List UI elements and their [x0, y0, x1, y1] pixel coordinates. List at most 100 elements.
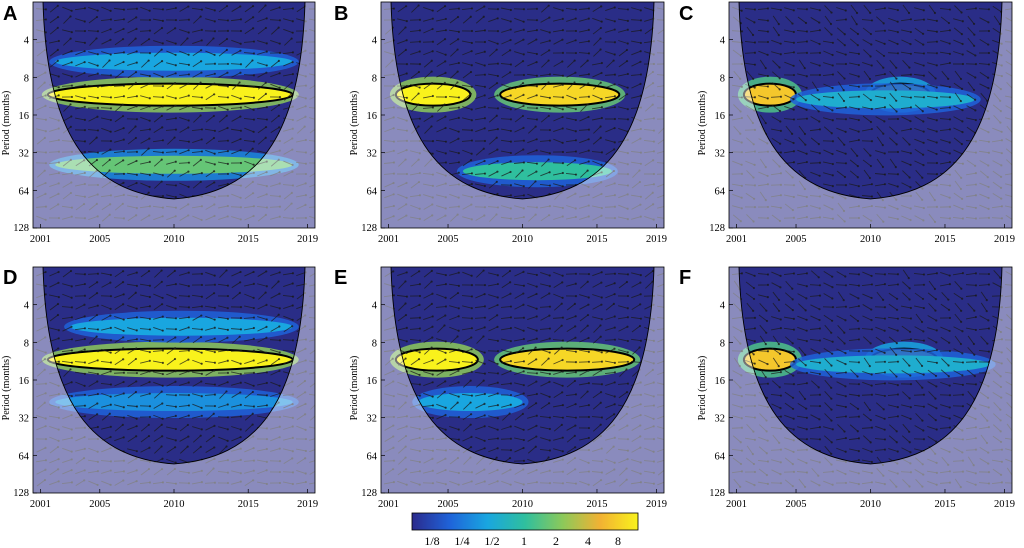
phase-arrowhead [753, 206, 757, 209]
phase-arrowhead [896, 185, 899, 188]
phase-arrowhead [548, 96, 552, 99]
phase-arrowhead [70, 361, 74, 364]
phase-arrow [179, 29, 189, 33]
phase-arrow [874, 205, 886, 209]
phase-arrowhead [535, 107, 539, 110]
phase-arrowhead [69, 103, 72, 106]
phase-arrow [618, 18, 628, 22]
phase-arrow [528, 214, 536, 222]
phase-arrowhead [535, 60, 538, 64]
phase-arrowhead [522, 93, 525, 96]
phase-arrow [592, 391, 602, 399]
phase-arrowhead [418, 383, 422, 386]
phase-arrow [140, 468, 150, 476]
phase-arrowhead [613, 95, 617, 98]
phase-arrowhead [974, 118, 977, 122]
phase-arrowhead [740, 85, 744, 88]
phase-arrowhead [666, 193, 668, 195]
phase-arrowhead [639, 424, 642, 427]
phase-arrowhead [922, 43, 925, 46]
phase-arrowhead [148, 380, 151, 384]
phase-arrowhead [626, 207, 629, 210]
phase-arrow [540, 150, 550, 154]
phase-arrow [579, 182, 589, 188]
phase-arrow [953, 116, 963, 122]
phase-arrow [810, 104, 820, 112]
phase-arrowhead [318, 317, 320, 319]
phase-arrowhead [417, 92, 420, 95]
phase-arrowhead [639, 119, 642, 122]
phase-arrow [1005, 29, 1012, 33]
phase-arrowhead [613, 163, 616, 166]
phase-arrowhead [187, 295, 191, 298]
phase-arrow [87, 95, 99, 99]
phase-arrowhead [857, 52, 861, 55]
phase-arrowhead [44, 71, 47, 74]
phase-arrow [488, 137, 498, 145]
phase-arrowhead [509, 449, 513, 452]
phase-arrowhead [613, 395, 616, 398]
phase-arrowhead [444, 273, 447, 277]
phase-arrowhead [57, 347, 60, 350]
phase-arrowhead [639, 446, 642, 449]
phase-arrowhead [639, 435, 642, 438]
phase-arrowhead [935, 30, 939, 33]
phase-arrowhead [174, 380, 177, 383]
phase-arrow [283, 315, 293, 321]
phase-arrowhead [290, 37, 293, 40]
phase-arrowhead [883, 152, 886, 155]
phase-arrowhead [600, 303, 603, 306]
phase-arrowhead [457, 428, 460, 431]
phase-arrowhead [291, 318, 294, 321]
phase-arrow [87, 30, 99, 32]
x-tick-label: 2001 [378, 234, 399, 245]
phase-arrow [488, 82, 498, 90]
phase-arrow [540, 437, 550, 441]
phase-arrow [49, 182, 59, 188]
phase-arrowhead [483, 5, 486, 8]
phase-arrowhead [213, 351, 216, 354]
phase-arrow [114, 293, 124, 299]
phase-arrow [772, 335, 780, 345]
phase-arrowhead [444, 161, 448, 164]
phase-arrow [258, 5, 266, 13]
phase-arrowhead [239, 218, 242, 221]
phase-arrow [269, 206, 281, 208]
phase-arrow [850, 15, 858, 25]
phase-arrowhead [948, 173, 952, 176]
phase-arrow [566, 94, 576, 100]
phase-arrow [140, 95, 150, 99]
phase-arrow [231, 216, 241, 220]
phase-arrow [605, 29, 615, 33]
phase-arrowhead [766, 30, 770, 33]
phase-arrowhead [431, 449, 435, 452]
phase-arrow [423, 60, 433, 68]
phase-arrowhead [444, 207, 447, 210]
phase-arrowhead [252, 52, 256, 55]
phase-arrowhead [666, 205, 668, 207]
phase-arrowhead [174, 117, 178, 120]
phase-arrowhead [508, 456, 512, 460]
phase-arrowhead [239, 349, 243, 352]
phase-arrowhead [404, 434, 408, 438]
phase-arrow [231, 382, 241, 386]
phase-arrow [257, 348, 267, 354]
phase-arrow [270, 183, 280, 187]
phase-arrow [243, 117, 255, 121]
phase-arrowhead [44, 468, 47, 471]
phase-arrow [309, 284, 315, 287]
phase-arrow [514, 105, 524, 111]
phase-arrow [475, 183, 485, 187]
phase-arrowhead [226, 317, 230, 320]
phase-arrow [101, 51, 111, 55]
phase-arrowhead [213, 163, 216, 166]
phase-arrow [309, 150, 315, 156]
phase-arrow [784, 292, 794, 300]
phase-arrow [501, 404, 511, 408]
phase-arrowhead [777, 298, 781, 302]
phase-arrowhead [173, 269, 176, 272]
phase-arrow [746, 445, 754, 455]
phase-arrowhead [483, 305, 487, 308]
phase-arrowhead [666, 282, 668, 284]
phase-arrowhead [122, 159, 125, 162]
